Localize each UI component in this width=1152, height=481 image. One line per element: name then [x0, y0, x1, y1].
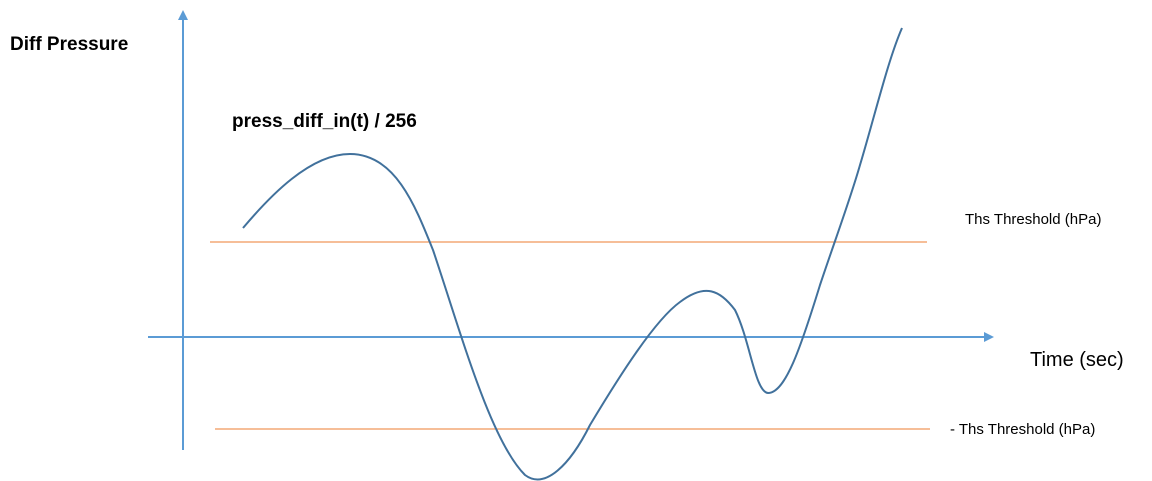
upper-threshold-label: Ths Threshold (hPa) [965, 211, 1102, 228]
curve-label: press_diff_in(t) / 256 [232, 111, 417, 132]
lower-threshold-label: - Ths Threshold (hPa) [950, 421, 1096, 438]
x-axis-label: Time (sec) [1030, 349, 1124, 371]
pressure-diff-curve [242, 27, 903, 481]
y-axis-label: Diff Pressure [10, 34, 129, 55]
